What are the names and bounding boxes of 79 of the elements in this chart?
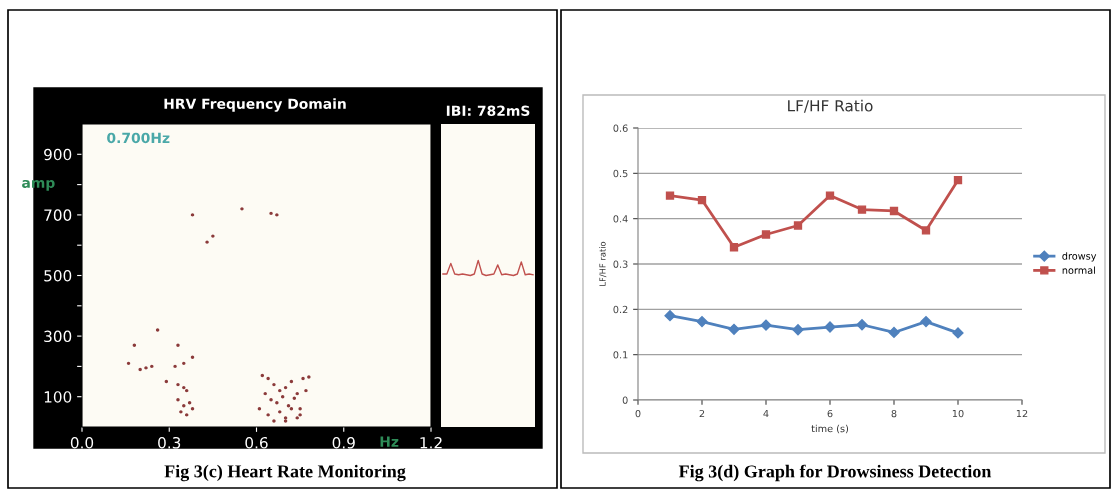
point xyxy=(665,191,675,200)
point xyxy=(266,413,270,417)
point xyxy=(289,379,294,384)
point xyxy=(298,413,302,417)
point xyxy=(307,375,311,379)
x-tick-label: 4 xyxy=(763,410,769,418)
x-tick-label: 2 xyxy=(699,409,705,418)
point xyxy=(298,407,302,411)
y-tick-label: 0.5 xyxy=(613,169,628,178)
text: IBI: 782mS xyxy=(446,105,530,117)
point xyxy=(280,395,285,399)
point xyxy=(825,191,835,200)
point xyxy=(269,398,273,402)
point xyxy=(953,175,963,185)
point xyxy=(260,373,265,378)
y-tick-label: 0.3 xyxy=(613,260,628,268)
point xyxy=(126,361,131,366)
point xyxy=(272,419,276,423)
y-tick-label: 0.4 xyxy=(613,215,628,223)
legend-label: drowsy xyxy=(1062,252,1097,262)
point xyxy=(187,401,192,405)
x-tick-label: 1.2 xyxy=(420,436,442,449)
point xyxy=(921,226,931,235)
point xyxy=(664,310,676,322)
caption: Fig 3(c) Heart Rate Monitoring xyxy=(164,464,406,482)
point xyxy=(920,315,932,328)
y-tick-label: 0 xyxy=(622,396,628,404)
y-tick-label: 700 xyxy=(44,209,72,221)
point xyxy=(792,324,804,336)
point xyxy=(697,195,707,205)
y-axis-title: LF/HF ratio xyxy=(599,241,607,286)
y-tick-label: 0.6 xyxy=(613,124,628,132)
x-tick-label: 0.3 xyxy=(158,436,181,449)
point xyxy=(240,207,244,211)
x-axis-title: Hz xyxy=(380,436,399,447)
point xyxy=(190,407,195,411)
legend-label: normal xyxy=(1062,266,1095,274)
x-tick-label: 6 xyxy=(827,409,833,418)
x-tick-label: 8 xyxy=(891,409,897,418)
point xyxy=(295,416,299,420)
point xyxy=(179,410,183,414)
point xyxy=(205,240,209,244)
y-tick-label: 500 xyxy=(44,269,72,282)
x-tick-label: 0.9 xyxy=(332,436,355,449)
point xyxy=(728,323,740,335)
y-tick-label: 900 xyxy=(44,148,72,161)
point xyxy=(856,319,868,331)
point xyxy=(164,379,169,384)
point xyxy=(211,234,215,238)
point xyxy=(857,205,867,214)
point xyxy=(185,413,189,417)
point xyxy=(729,243,739,252)
point xyxy=(176,343,180,347)
annotation: 0.700Hz xyxy=(107,132,170,144)
point xyxy=(888,326,900,339)
point xyxy=(144,366,148,370)
x-tick-label: 0.6 xyxy=(245,436,268,449)
chart-title: LF/HF Ratio xyxy=(788,99,873,113)
y-tick-label: 0.2 xyxy=(613,305,628,314)
point xyxy=(793,221,803,230)
point xyxy=(889,206,899,216)
x-tick-label: 12 xyxy=(1016,409,1028,418)
point xyxy=(138,367,142,372)
point xyxy=(696,315,708,328)
point xyxy=(283,385,288,390)
chart-title: HRV Frequency Domain xyxy=(164,98,346,112)
point xyxy=(761,230,771,239)
y-tick-label: 300 xyxy=(44,330,72,343)
x-tick-label: 0.0 xyxy=(70,436,94,449)
point xyxy=(176,398,180,402)
caption: Fig 3(d) Graph for Drowsiness Detection xyxy=(678,464,992,482)
x-axis-title: time (s) xyxy=(811,424,849,434)
point xyxy=(760,319,772,331)
x-tick-label: 0 xyxy=(635,409,641,418)
point xyxy=(275,213,279,217)
point xyxy=(190,355,195,360)
y-tick-label: 0.1 xyxy=(613,351,628,359)
x-tick-label: 10 xyxy=(952,409,964,418)
y-tick-label: 100 xyxy=(44,391,72,403)
